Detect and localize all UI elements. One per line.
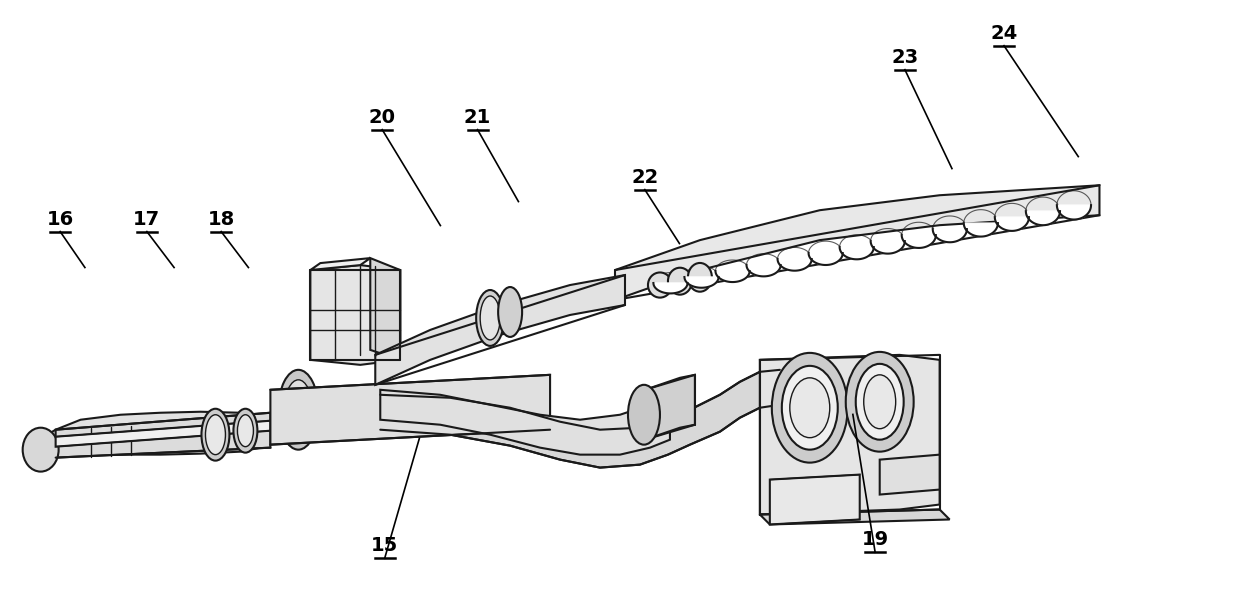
Ellipse shape	[284, 380, 312, 440]
Text: 23: 23	[892, 47, 919, 67]
Ellipse shape	[237, 415, 253, 447]
Polygon shape	[901, 235, 936, 248]
Ellipse shape	[846, 352, 914, 451]
Polygon shape	[270, 375, 551, 445]
Polygon shape	[760, 355, 940, 514]
Ellipse shape	[201, 409, 229, 460]
Polygon shape	[715, 271, 750, 282]
Polygon shape	[994, 217, 1029, 231]
Polygon shape	[31, 412, 275, 460]
Ellipse shape	[233, 409, 258, 453]
Ellipse shape	[668, 267, 692, 294]
Polygon shape	[1056, 205, 1091, 219]
Polygon shape	[760, 510, 950, 525]
Polygon shape	[371, 258, 401, 360]
Polygon shape	[770, 475, 859, 525]
Ellipse shape	[480, 296, 500, 340]
Text: 21: 21	[464, 108, 491, 127]
Text: 17: 17	[133, 210, 160, 228]
Polygon shape	[381, 370, 780, 468]
Ellipse shape	[649, 272, 672, 297]
Ellipse shape	[688, 263, 712, 291]
Polygon shape	[684, 277, 719, 288]
Polygon shape	[932, 229, 967, 242]
Ellipse shape	[781, 366, 838, 450]
Ellipse shape	[864, 375, 895, 429]
Ellipse shape	[22, 428, 58, 472]
Ellipse shape	[627, 385, 660, 445]
Ellipse shape	[771, 353, 848, 463]
Ellipse shape	[790, 378, 830, 438]
Polygon shape	[1025, 211, 1060, 225]
Polygon shape	[645, 375, 694, 440]
Polygon shape	[963, 223, 998, 237]
Polygon shape	[653, 283, 687, 293]
Polygon shape	[746, 265, 781, 276]
Polygon shape	[56, 413, 270, 457]
Text: 19: 19	[862, 530, 889, 549]
Text: 18: 18	[207, 210, 234, 228]
Ellipse shape	[498, 287, 522, 337]
Text: 16: 16	[47, 210, 73, 228]
Text: 22: 22	[631, 168, 658, 186]
Polygon shape	[381, 390, 670, 454]
Polygon shape	[376, 275, 625, 385]
Ellipse shape	[856, 364, 904, 440]
Text: 15: 15	[371, 536, 398, 555]
Polygon shape	[808, 253, 843, 265]
Polygon shape	[615, 185, 1100, 300]
Text: 24: 24	[991, 23, 1018, 43]
Polygon shape	[870, 241, 905, 254]
Ellipse shape	[279, 370, 319, 450]
Ellipse shape	[206, 415, 226, 454]
Polygon shape	[310, 265, 401, 365]
Polygon shape	[56, 421, 270, 447]
Polygon shape	[777, 259, 812, 270]
Ellipse shape	[476, 290, 505, 346]
Polygon shape	[839, 247, 874, 259]
Polygon shape	[310, 258, 371, 270]
Polygon shape	[879, 454, 940, 495]
Text: 20: 20	[368, 108, 396, 127]
